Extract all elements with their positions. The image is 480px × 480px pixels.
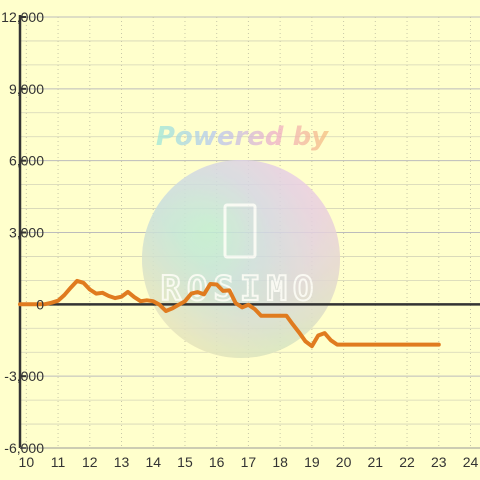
y-tick-label: 0 (36, 296, 44, 312)
x-tick-label: 22 (399, 454, 415, 470)
x-tick-label: 23 (431, 454, 447, 470)
x-tick-label: 10 (19, 454, 35, 470)
y-tick-label: 6,000 (9, 153, 44, 169)
series-line-0 (18, 278, 441, 349)
y-tick-label: 3,000 (9, 225, 44, 241)
x-tick-label: 14 (145, 454, 161, 470)
x-tick-label: 17 (241, 454, 257, 470)
watermark-disc-overlay (142, 160, 340, 358)
y-tick-label: 12,000 (1, 9, 44, 25)
x-tick-label: 24 (463, 454, 479, 470)
watermark-logo-mark (223, 203, 257, 259)
x-tick-label: 12 (82, 454, 98, 470)
x-tick-label: 19 (304, 454, 320, 470)
watermark-powered-by: Powered by (156, 122, 329, 152)
x-tick-label: 13 (114, 454, 130, 470)
x-tick-label: 16 (209, 454, 225, 470)
watermark: ROSIMO Powered by (142, 122, 340, 358)
series-layer (18, 278, 441, 349)
x-tick-label: 20 (336, 454, 352, 470)
x-tick-label: 18 (272, 454, 288, 470)
x-tick-label: 21 (368, 454, 384, 470)
y-tick-label: -6,000 (4, 440, 44, 456)
y-tick-label: 9,000 (9, 81, 44, 97)
tick-labels: -6,000 -3,000 0 3,000 6,000 9,000 12,000 10 11 12… (1, 9, 478, 470)
x-tick-label: 11 (51, 454, 66, 470)
y-tick-label: -3,000 (4, 368, 44, 384)
x-tick-label: 15 (177, 454, 193, 470)
